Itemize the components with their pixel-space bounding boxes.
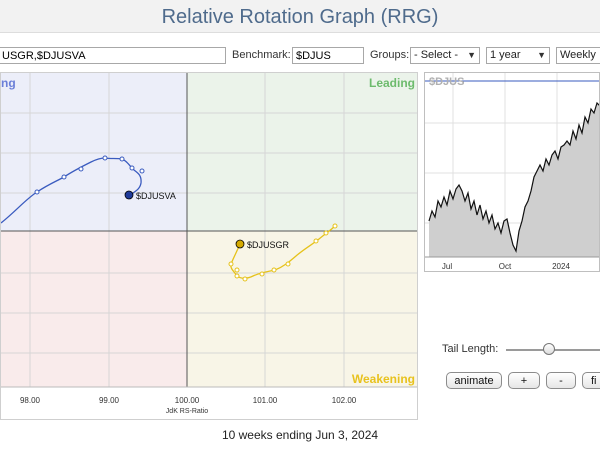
x-tick-label: 98.00 bbox=[20, 396, 41, 405]
x-tick-label: 100.00 bbox=[175, 396, 200, 405]
djusva-head-marker bbox=[124, 190, 134, 200]
step-forward-button[interactable]: + bbox=[508, 372, 540, 389]
benchmark-input[interactable]: $DJUS bbox=[292, 47, 364, 64]
rrg-chart[interactable]: $DJUSVA $DJUSGR ng Leading Weakening 98.… bbox=[0, 72, 418, 420]
improving-quadrant-label: ng bbox=[1, 76, 16, 90]
tail-point bbox=[332, 223, 338, 229]
rrg-plot: $DJUSVA $DJUSGR ng Leading Weakening 98.… bbox=[1, 73, 417, 415]
page-title: Relative Rotation Graph (RRG) bbox=[0, 0, 600, 32]
leading-quadrant bbox=[187, 73, 417, 231]
step-back-button[interactable]: - bbox=[546, 372, 576, 389]
groups-label: Groups: bbox=[370, 49, 410, 61]
djusgr-tail-points bbox=[228, 223, 338, 282]
x-tick-label: Oct bbox=[499, 262, 512, 271]
x-tick-label: 101.00 bbox=[253, 396, 278, 405]
tail-length-label: Tail Length: bbox=[442, 343, 499, 355]
tail-point bbox=[61, 174, 67, 180]
lagging-quadrant bbox=[1, 231, 187, 387]
price-line bbox=[428, 101, 599, 253]
tail-point bbox=[139, 168, 145, 174]
improving-quadrant bbox=[1, 73, 187, 231]
date-range-caption: 10 weeks ending Jun 3, 2024 bbox=[221, 428, 379, 442]
weakening-quadrant-label: Weakening bbox=[352, 372, 415, 386]
tail-point bbox=[242, 276, 248, 282]
period-select[interactable]: 1 year ▼ bbox=[486, 47, 550, 64]
tail-point bbox=[271, 267, 277, 273]
x-axis-title: JdK RS-Ratio bbox=[166, 408, 209, 415]
groups-select-value: - Select - bbox=[414, 49, 459, 61]
tail-length-slider-handle[interactable] bbox=[543, 343, 555, 355]
tail-point bbox=[234, 267, 240, 273]
groups-select[interactable]: - Select - ▼ bbox=[410, 47, 480, 64]
animate-button[interactable]: animate bbox=[446, 372, 502, 389]
benchmark-price-plot: $DJUS Jul Oct 2024 bbox=[425, 73, 599, 271]
tail-point bbox=[78, 166, 84, 172]
tail-point bbox=[129, 165, 135, 171]
frequency-select-value: Weekly bbox=[560, 49, 596, 61]
leading-quadrant-label: Leading bbox=[369, 76, 415, 90]
benchmark-price-chart[interactable]: $DJUS Jul Oct 2024 bbox=[424, 72, 600, 272]
tail-point bbox=[102, 155, 108, 161]
fit-button[interactable]: fi bbox=[582, 372, 600, 389]
tail-point bbox=[34, 189, 40, 195]
chevron-down-icon: ▼ bbox=[467, 50, 476, 60]
benchmark-label: Benchmark: bbox=[232, 49, 291, 61]
tail-point bbox=[285, 261, 291, 267]
period-select-value: 1 year bbox=[490, 49, 521, 61]
djusva-label: $DJUSVA bbox=[136, 191, 176, 201]
tail-point bbox=[119, 156, 125, 162]
toolbar: USGR,$DJUSVA Benchmark: $DJUS Groups: - … bbox=[0, 32, 600, 73]
symbols-input[interactable]: USGR,$DJUSVA bbox=[0, 47, 226, 64]
x-tick-label: 99.00 bbox=[99, 396, 120, 405]
tail-point bbox=[313, 238, 319, 244]
chevron-down-icon: ▼ bbox=[537, 50, 546, 60]
benchmark-symbol-label: $DJUS bbox=[429, 76, 464, 88]
x-tick-label: 102.00 bbox=[332, 396, 357, 405]
x-tick-label: Jul bbox=[442, 262, 452, 271]
x-tick-label: 2024 bbox=[552, 262, 570, 271]
djusva-tail-points bbox=[34, 155, 145, 195]
djusgr-head-marker bbox=[235, 239, 245, 249]
frequency-select[interactable]: Weekly bbox=[556, 47, 600, 64]
tail-point bbox=[228, 261, 234, 267]
tail-point bbox=[234, 273, 240, 279]
gridlines bbox=[1, 73, 417, 387]
tail-point bbox=[259, 271, 265, 277]
djusgr-label: $DJUSGR bbox=[247, 240, 290, 250]
weakening-quadrant bbox=[187, 231, 417, 387]
price-area bbox=[429, 103, 599, 257]
tail-point bbox=[323, 230, 329, 236]
